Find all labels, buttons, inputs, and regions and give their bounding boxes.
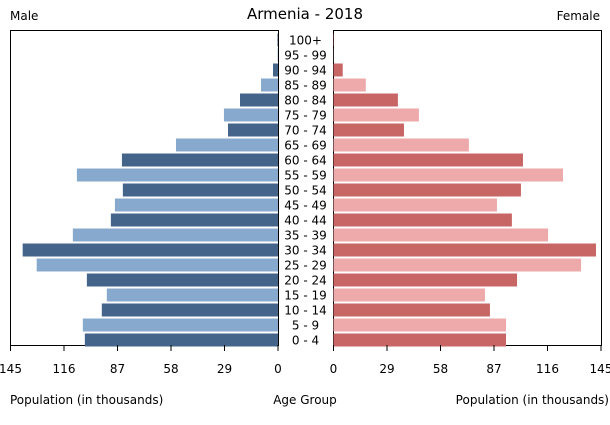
female-tick-label: 145 (590, 362, 610, 376)
male-bar-90-94 (273, 63, 278, 77)
male-bar-80-84 (239, 93, 278, 107)
male-bar-35-39 (72, 228, 279, 242)
male-bar-10-14 (101, 303, 278, 317)
female-bar-5-9 (333, 318, 506, 332)
age-group-label: 15 - 19 (284, 289, 327, 303)
age-group-label: 85 - 89 (284, 79, 327, 93)
age-group-label: 80 - 84 (284, 94, 327, 108)
male-bar-25-29 (36, 258, 279, 272)
female-bar-70-74 (333, 123, 404, 137)
age-group-label: 20 - 24 (284, 274, 327, 288)
female-bar-0-4 (333, 333, 506, 347)
female-bar-30-34 (333, 243, 597, 257)
female-bar-65-69 (333, 138, 469, 152)
male-tick-label: 116 (53, 362, 76, 376)
age-group-label: 45 - 49 (284, 199, 327, 213)
x-axis-label-right: Population (in thousands) (455, 393, 609, 407)
female-bar-80-84 (333, 93, 398, 107)
female-bar-40-44 (333, 213, 512, 227)
age-group-label: 10 - 14 (284, 304, 327, 318)
male-tick-label: 58 (163, 362, 178, 376)
male-bar-50-54 (122, 183, 278, 197)
female-tick-label: 29 (379, 362, 394, 376)
female-bar-10-14 (333, 303, 490, 317)
male-bar-60-64 (121, 153, 279, 167)
female-bar-60-64 (333, 153, 523, 167)
male-bar-65-69 (175, 138, 278, 152)
age-group-label: 50 - 54 (284, 184, 327, 198)
male-bar-85-89 (261, 78, 278, 92)
x-axis-label-left: Population (in thousands) (10, 393, 164, 407)
female-bar-20-24 (333, 273, 518, 287)
age-group-label: 0 - 4 (292, 334, 319, 348)
male-bar-75-79 (223, 108, 278, 122)
female-bar-75-79 (333, 108, 419, 122)
male-bar-45-49 (114, 198, 279, 212)
age-group-label: 55 - 59 (284, 169, 327, 183)
female-bar-55-59 (333, 168, 563, 182)
age-group-label: 40 - 44 (284, 214, 327, 228)
female-bar-90-94 (333, 63, 343, 77)
male-bar-70-74 (228, 123, 278, 137)
age-group-label: 65 - 69 (284, 139, 327, 153)
female-tick-label: 87 (486, 362, 501, 376)
male-bar-0-4 (84, 333, 278, 347)
age-group-label: 25 - 29 (284, 259, 327, 273)
male-bar-20-24 (86, 273, 279, 287)
male-bar-5-9 (82, 318, 279, 332)
female-tick-label: 58 (433, 362, 448, 376)
female-tick-label: 116 (536, 362, 559, 376)
male-label: Male (10, 9, 39, 23)
female-bar-25-29 (333, 258, 582, 272)
male-bar-100+ (277, 33, 278, 47)
male-tick-label: 29 (217, 362, 232, 376)
age-group-label: 90 - 94 (284, 64, 327, 78)
female-bar-35-39 (333, 228, 549, 242)
age-group-label: 35 - 39 (284, 229, 327, 243)
chart-title: Armenia - 2018 (247, 5, 363, 23)
female-label: Female (556, 9, 600, 23)
male-bar-15-19 (106, 288, 278, 302)
male-tick-label: 87 (110, 362, 125, 376)
female-bar-85-89 (333, 78, 366, 92)
age-group-label: 30 - 34 (284, 244, 327, 258)
age-group-label: 95 - 99 (284, 49, 327, 63)
female-tick-label: 0 (330, 362, 338, 376)
age-group-label: 60 - 64 (284, 154, 327, 168)
age-group-label: 5 - 9 (292, 319, 319, 333)
x-axis-label-center: Age Group (273, 393, 337, 407)
male-tick-label: 145 (0, 362, 22, 376)
age-group-label: 100+ (289, 34, 322, 48)
female-bar-45-49 (333, 198, 497, 212)
male-bar-55-59 (76, 168, 279, 182)
male-bar-30-34 (22, 243, 279, 257)
male-tick-label: 0 (274, 362, 282, 376)
age-group-label: 75 - 79 (284, 109, 327, 123)
female-bar-50-54 (333, 183, 521, 197)
age-group-label: 70 - 74 (284, 124, 327, 138)
male-bar-40-44 (110, 213, 279, 227)
female-bar-15-19 (333, 288, 485, 302)
